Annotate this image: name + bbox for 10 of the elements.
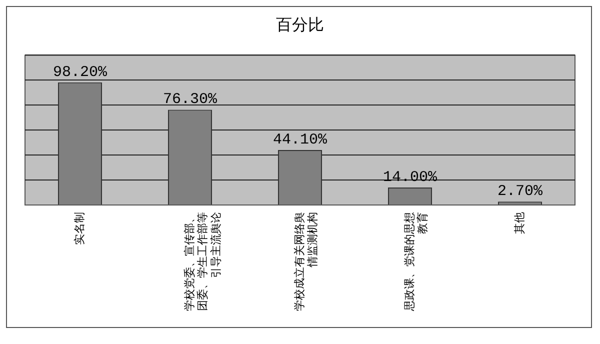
x-tick-label: 学校党委、宣传部、团委、学生工作部等引导主流舆论	[182, 212, 222, 311]
data-label: 44.10%	[272, 131, 328, 148]
data-label: 76.30%	[162, 91, 218, 108]
data-label: 98.20%	[52, 64, 108, 81]
x-tick-label: 思政课、党课的思想教育	[402, 212, 430, 312]
data-label: 2.70%	[497, 183, 544, 200]
x-tick-label: 学校成立有关网络舆情监测机构	[292, 212, 320, 311]
chart-title: 百分比	[276, 14, 324, 34]
x-tick-label: 实名制	[72, 212, 86, 245]
x-tick-label: 其他	[512, 212, 526, 234]
